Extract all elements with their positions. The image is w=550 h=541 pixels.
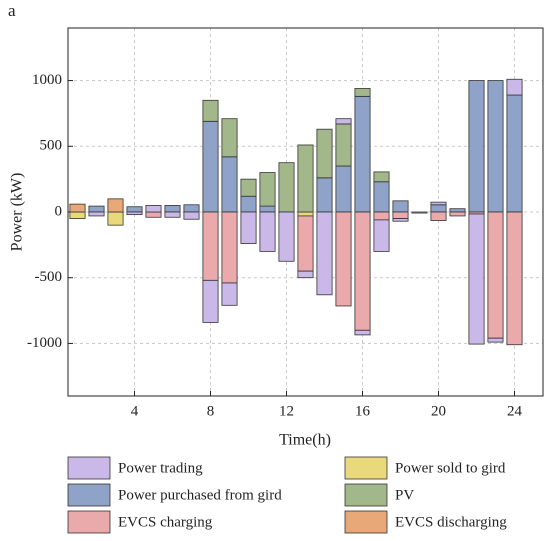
legend-label: Power purchased from gird bbox=[118, 487, 282, 503]
bar-segment bbox=[335, 211, 352, 307]
x-tick-label: 4 bbox=[131, 403, 139, 419]
y-tick-label: -500 bbox=[35, 269, 63, 285]
bar-segment bbox=[468, 213, 485, 345]
bar-segment bbox=[487, 80, 504, 213]
legend-label: EVCS discharging bbox=[395, 514, 507, 530]
y-axis-label: Power (kW) bbox=[9, 173, 26, 252]
bar-segment bbox=[373, 181, 390, 213]
bar-segment bbox=[468, 80, 485, 213]
bar-segment bbox=[69, 211, 86, 219]
x-tick-label: 12 bbox=[279, 403, 294, 419]
bar-segment bbox=[506, 78, 523, 96]
legend-swatch bbox=[67, 510, 111, 534]
bar-segment bbox=[411, 211, 428, 214]
bar-segment bbox=[202, 99, 219, 122]
bar-segment bbox=[202, 120, 219, 213]
bar-segment bbox=[392, 200, 409, 213]
x-tick-label: 16 bbox=[355, 403, 371, 419]
bar-segment bbox=[297, 270, 314, 279]
bar-segment bbox=[202, 279, 219, 323]
bar-segment bbox=[392, 211, 409, 219]
bar-segment bbox=[107, 211, 124, 226]
bar-segment bbox=[202, 211, 219, 281]
bar-segment bbox=[506, 94, 523, 213]
bar-segment bbox=[316, 177, 333, 213]
legend-swatch bbox=[344, 510, 388, 534]
legend-swatch bbox=[344, 456, 388, 480]
bar-segment bbox=[487, 337, 504, 343]
bar-segment bbox=[335, 118, 352, 125]
bar-segment bbox=[145, 211, 162, 218]
bar-segment bbox=[449, 211, 466, 217]
bar-segment bbox=[487, 211, 504, 339]
bar-segment bbox=[354, 88, 371, 97]
plot-frame bbox=[67, 27, 544, 397]
bar-segment bbox=[506, 211, 523, 346]
x-tick-label: 20 bbox=[431, 403, 446, 419]
bar-segment bbox=[335, 123, 352, 167]
bar-segment bbox=[392, 218, 409, 222]
bar-segment bbox=[373, 219, 390, 252]
bar-segment bbox=[373, 171, 390, 183]
bar-segment bbox=[316, 128, 333, 179]
panel-label: a bbox=[8, 1, 16, 20]
bar-segment bbox=[145, 205, 162, 213]
bar-segment bbox=[335, 165, 352, 213]
y-tick-label: 1000 bbox=[32, 72, 62, 88]
legend-label: PV bbox=[395, 487, 414, 503]
bar-segment bbox=[88, 205, 105, 213]
bar-segment bbox=[449, 208, 466, 213]
legend-label: Power trading bbox=[118, 460, 203, 476]
bar-segment bbox=[430, 201, 447, 206]
bar-segment bbox=[278, 211, 295, 262]
x-axis-label: Time(h) bbox=[279, 432, 331, 449]
bar-segment bbox=[259, 205, 276, 213]
bar-segment bbox=[107, 198, 124, 213]
y-tick-label: 500 bbox=[40, 138, 63, 154]
y-tick-label: -1000 bbox=[27, 335, 62, 351]
legend-label: Power sold to gird bbox=[395, 460, 506, 476]
legend-swatch bbox=[344, 483, 388, 507]
bar-segment bbox=[354, 211, 371, 331]
bar-segment bbox=[430, 204, 447, 213]
bar-segment bbox=[69, 203, 86, 213]
bar-segment bbox=[354, 329, 371, 336]
bar-segment bbox=[240, 195, 257, 213]
legend-swatch bbox=[67, 483, 111, 507]
bar-segment bbox=[297, 144, 314, 213]
legend-swatch bbox=[67, 456, 111, 480]
bar-segment bbox=[240, 178, 257, 197]
x-tick-label: 24 bbox=[507, 403, 523, 419]
bar-segment bbox=[126, 206, 143, 213]
bar-segment bbox=[373, 211, 390, 221]
y-tick-label: 0 bbox=[55, 203, 63, 219]
bar-segment bbox=[221, 156, 238, 213]
bar-segment bbox=[259, 172, 276, 207]
bar-segment bbox=[126, 211, 143, 216]
bar-segment bbox=[88, 211, 105, 217]
bar-segment bbox=[240, 211, 257, 244]
bar-segment bbox=[221, 211, 238, 284]
bar-segment bbox=[164, 205, 181, 213]
bar-segment bbox=[297, 211, 314, 217]
bar-segment bbox=[259, 211, 276, 252]
x-tick-label: 8 bbox=[207, 403, 215, 419]
bar-segment bbox=[183, 204, 200, 213]
bar-segment bbox=[183, 211, 200, 220]
bar-segment bbox=[221, 282, 238, 306]
bar-segment bbox=[354, 95, 371, 213]
bar-segment bbox=[278, 162, 295, 213]
bar-segment bbox=[221, 118, 238, 158]
bar-segment bbox=[316, 211, 333, 296]
bar-segment bbox=[430, 211, 447, 221]
legend-label: EVCS charging bbox=[118, 514, 213, 530]
bar-segment bbox=[297, 215, 314, 272]
bar-segment bbox=[164, 211, 181, 218]
